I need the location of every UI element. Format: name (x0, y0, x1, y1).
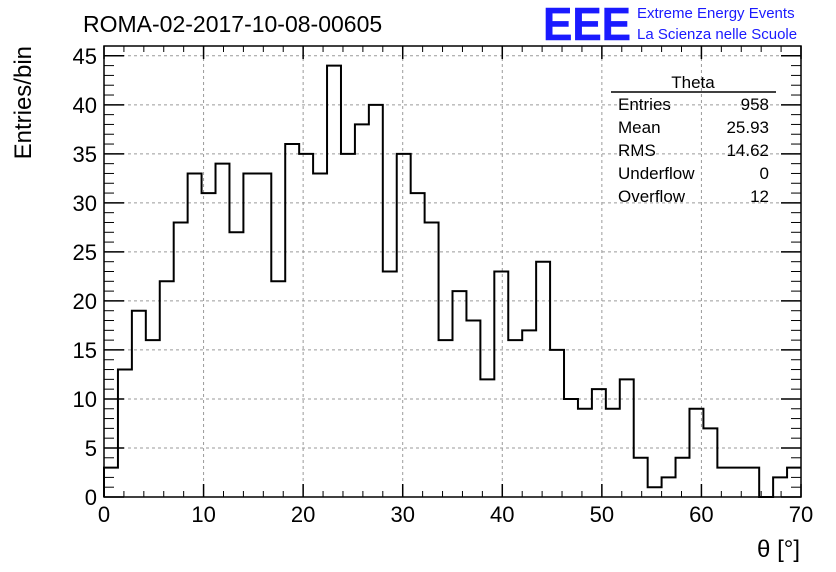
stats-row-label: Underflow (618, 164, 695, 183)
stats-row-value: 12 (750, 187, 769, 206)
stats-row-label: RMS (618, 141, 656, 160)
y-tick-label: 5 (85, 436, 97, 461)
y-tick-label: 40 (73, 93, 97, 118)
eee-logo: EEE Extreme Energy Events La Scienza nel… (543, 0, 797, 50)
histogram-bars (103, 64, 801, 498)
x-tick-label: 0 (98, 502, 110, 527)
stats-row-value: 958 (741, 95, 769, 114)
stats-row-value: 25.93 (726, 118, 769, 137)
x-tick-label: 70 (789, 502, 813, 527)
y-tick-label: 35 (73, 142, 97, 167)
stats-row-label: Mean (618, 118, 661, 137)
y-axis: 0 5 10 15 20 25 30 35 40 45 (73, 44, 801, 510)
logo-line-2: La Scienza nelle Scuole (637, 26, 797, 43)
y-tick-label: 25 (73, 240, 97, 265)
y-tick-label: 20 (73, 289, 97, 314)
y-tick-label: 0 (85, 485, 97, 510)
y-axis-label: Entries/bin (10, 46, 37, 159)
x-tick-label: 60 (689, 502, 713, 527)
plot-frame (103, 45, 802, 498)
x-tick-label: 40 (490, 502, 514, 527)
logo-line-1: Extreme Energy Events (637, 5, 795, 22)
x-tick-label: 30 (390, 502, 414, 527)
x-tick-label: 20 (291, 502, 315, 527)
x-axis-label: θ [°] (757, 536, 800, 563)
stats-title: Theta (671, 73, 715, 92)
y-tick-label: 15 (73, 338, 97, 363)
y-tick-label: 10 (73, 387, 97, 412)
x-axis: 0 10 20 30 40 50 60 70 (98, 46, 813, 527)
stats-row-label: Entries (618, 95, 671, 114)
y-tick-label: 30 (73, 191, 97, 216)
chart-title: ROMA-02-2017-10-08-00605 (83, 11, 382, 37)
x-tick-label: 50 (590, 502, 614, 527)
y-tick-label: 45 (73, 44, 97, 69)
stats-box: Theta Entries 958 Mean 25.93 RMS 14.62 Underfl… (611, 73, 776, 206)
x-tick-label: 10 (191, 502, 215, 527)
stats-row-value: 0 (760, 164, 769, 183)
grid-lines (104, 46, 801, 497)
stats-row-value: 14.62 (726, 141, 769, 160)
stats-row-label: Overflow (618, 187, 686, 206)
logo-mark: EEE (543, 0, 631, 50)
